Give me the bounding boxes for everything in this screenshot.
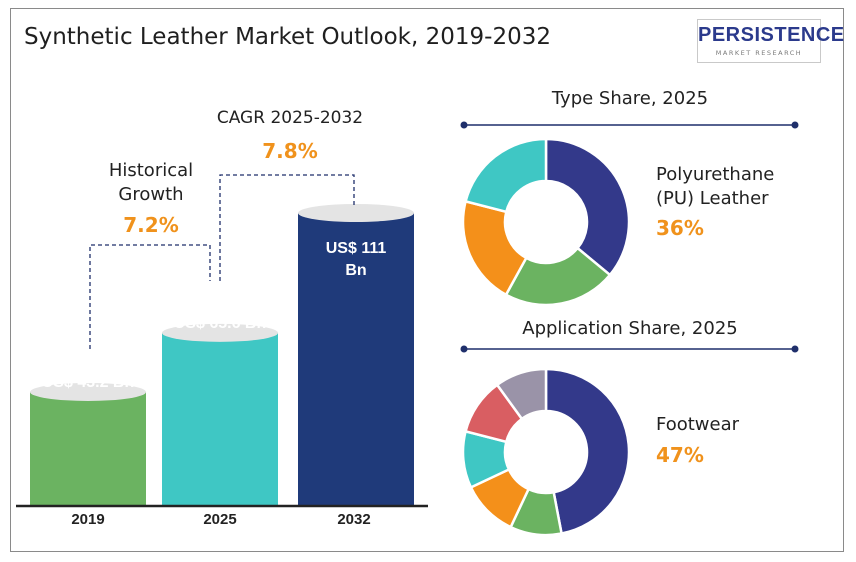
application-share-slice-0 [544, 367, 631, 535]
type-highlight-label: Polyurethane (PU) Leather [656, 164, 775, 209]
historical-growth-connector [89, 244, 211, 349]
type-share-slice-0 [544, 137, 631, 277]
logo-sub-text: MARKET RESEARCH [715, 49, 803, 57]
bar-2025 [162, 323, 278, 506]
application-share-divider [460, 345, 799, 353]
category-label-2032: 2032 [337, 511, 371, 528]
bar-label-2019: US$ 43.2 Bn [41, 374, 135, 391]
page-title: Synthetic Leather Market Outlook, 2019-2… [24, 24, 551, 50]
cagr-label: CAGR 2025-2032 [216, 108, 364, 128]
application-share-slice-5 [495, 367, 548, 421]
application-share-donut [461, 367, 631, 537]
type-share-divider [460, 121, 799, 129]
bar-2019 [30, 382, 146, 506]
category-label-2019: 2019 [71, 511, 105, 528]
type-share-slice-1 [504, 246, 612, 307]
brand-logo: PERSISTENCE MARKET RESEARCH [697, 19, 845, 63]
application-highlight-value: 47% [656, 443, 704, 467]
historical-growth-label: Historical Growth [108, 160, 194, 205]
bar-label-2032: US$ 111 Bn [325, 240, 387, 279]
historical-growth-value: 7.2% [123, 213, 179, 237]
type-share-slice-3 [464, 137, 548, 214]
bar-2032 [298, 204, 414, 506]
cagr-connector [219, 174, 355, 281]
type-share-donut [461, 137, 631, 307]
type-share-title: Type Share, 2025 [551, 88, 709, 109]
bar-chart [30, 204, 414, 506]
cagr-value: 7.8% [262, 139, 318, 163]
bar-label-2025: US$ 65.6 Bn [173, 315, 267, 332]
type-highlight-value: 36% [656, 216, 704, 240]
infographic-frame [10, 8, 844, 552]
category-label-2025: 2025 [203, 511, 237, 528]
application-share-title: Application Share, 2025 [522, 318, 738, 339]
logo-brand-text: PERSISTENCE [698, 24, 845, 46]
application-highlight-label: Footwear [656, 414, 740, 435]
